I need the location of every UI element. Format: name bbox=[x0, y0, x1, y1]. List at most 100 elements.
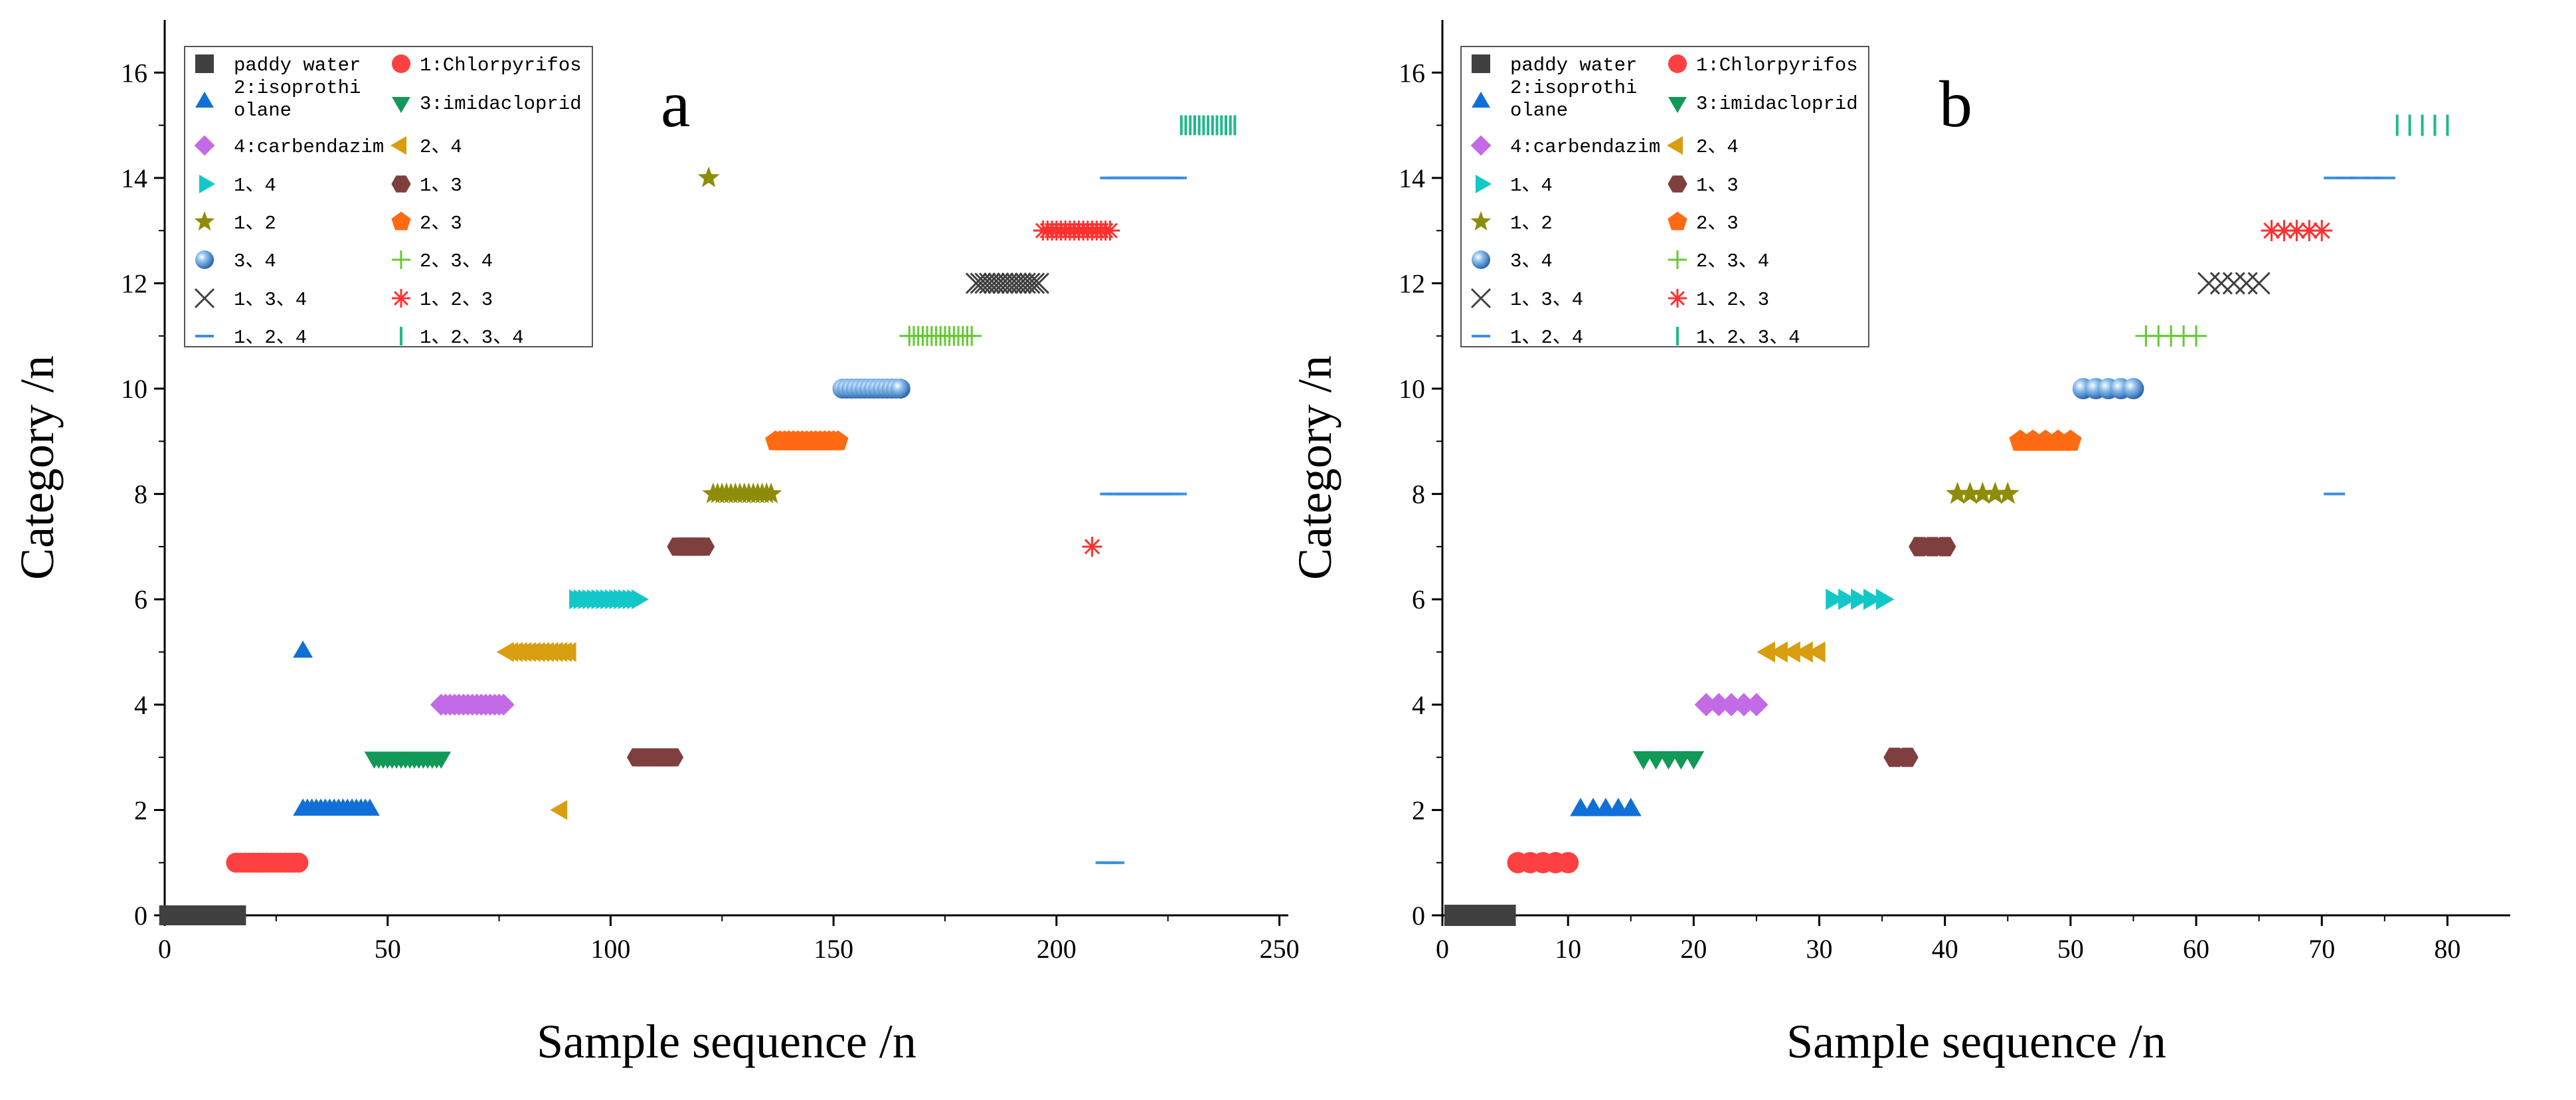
y-tick-label: 2 bbox=[1412, 795, 1425, 825]
x-tick-label: 150 bbox=[814, 934, 853, 964]
y-tick-label: 10 bbox=[121, 374, 147, 404]
legend-marker bbox=[390, 136, 407, 155]
x-axis-title: Sample sequence /n bbox=[537, 1015, 916, 1068]
legend-entry-paddy: paddy water bbox=[1472, 54, 1637, 76]
series-paddy-y0 bbox=[1444, 905, 1516, 926]
series-c123-y7 bbox=[1082, 536, 1102, 557]
data-point bbox=[1807, 641, 1826, 663]
x-tick-label: 40 bbox=[1932, 934, 1958, 964]
legend-marker bbox=[1668, 175, 1687, 193]
legend-label: 1、2 bbox=[1510, 213, 1553, 234]
data-point bbox=[1719, 693, 1743, 717]
data-point bbox=[1100, 221, 1120, 241]
legend-entry-c4: 4:carbendazim bbox=[1470, 135, 1660, 158]
series-c13-y7 bbox=[667, 537, 715, 556]
y-tick-label: 12 bbox=[121, 268, 147, 298]
data-point bbox=[1933, 537, 1956, 557]
y-tick-label: 14 bbox=[1399, 163, 1425, 193]
data-point bbox=[492, 693, 515, 716]
data-point bbox=[1019, 272, 1041, 294]
y-tick-label: 16 bbox=[121, 58, 147, 88]
legend-label: 1、3、4 bbox=[1510, 289, 1583, 311]
legend-label: 1、2、4 bbox=[234, 327, 307, 349]
legend-marker bbox=[1470, 288, 1492, 309]
legend-marker bbox=[194, 211, 215, 231]
series-c34-y10 bbox=[2072, 378, 2144, 400]
legend-entry-c34: 3、4 bbox=[195, 250, 276, 272]
y-tick-label: 0 bbox=[1412, 901, 1425, 931]
data-point bbox=[2247, 272, 2271, 295]
legend-entry-c123: 1、2、3 bbox=[392, 289, 493, 311]
data-point bbox=[2186, 325, 2207, 347]
data-point bbox=[1707, 693, 1731, 717]
series-c4-y4 bbox=[1694, 693, 1768, 717]
legend-label: 3、4 bbox=[234, 250, 276, 272]
x-tick-label: 0 bbox=[158, 934, 171, 964]
series-c1-y1 bbox=[226, 852, 309, 873]
x-axis-title: Sample sequence /n bbox=[1786, 1015, 2166, 1068]
data-point bbox=[1732, 693, 1756, 717]
series-c123-y13 bbox=[2261, 220, 2333, 242]
panel-letter: b bbox=[1939, 67, 1972, 141]
data-point bbox=[890, 379, 910, 399]
legend-label: 1:Chlorpyrifos bbox=[1696, 54, 1858, 76]
legend-entry-c1234: 1、2、3、4 bbox=[1676, 327, 1800, 349]
series-c1-y1 bbox=[1507, 852, 1579, 873]
data-point bbox=[1851, 589, 1869, 610]
legend-marker bbox=[1472, 250, 1490, 269]
panel-letter: a bbox=[661, 67, 690, 141]
series-c2-y2 bbox=[293, 798, 380, 816]
legend-label: 2:isoprothi bbox=[234, 77, 361, 99]
data-point bbox=[1782, 641, 1800, 663]
y-tick-label: 16 bbox=[1399, 58, 1425, 88]
data-point bbox=[2235, 272, 2258, 295]
legend-marker bbox=[1472, 91, 1490, 108]
legend-entry-c34: 3、4 bbox=[1472, 250, 1553, 272]
data-point bbox=[558, 642, 576, 662]
data-point bbox=[1557, 852, 1579, 873]
series-c12-y8 bbox=[1946, 482, 2019, 504]
data-point bbox=[293, 640, 313, 658]
data-point bbox=[2122, 378, 2144, 400]
data-point bbox=[2311, 220, 2333, 242]
data-point bbox=[1794, 641, 1813, 663]
legend-entry-c23: 2、3 bbox=[391, 211, 462, 234]
legend-entry-paddy: paddy water bbox=[195, 54, 361, 76]
legend-entry-c12: 1、2 bbox=[1470, 211, 1553, 234]
legend-entry-c3: 3:imidacloprid bbox=[1668, 93, 1858, 115]
data-point bbox=[697, 166, 720, 187]
series-c2-y2 bbox=[1570, 798, 1642, 816]
y-tick-label: 12 bbox=[1399, 268, 1425, 298]
legend-marker bbox=[195, 54, 214, 73]
legend-label: 1、2 bbox=[234, 213, 276, 234]
legend-label: 1:Chlorpyrifos bbox=[420, 54, 582, 76]
legend-label: 1、4 bbox=[1510, 175, 1553, 197]
legend-box bbox=[1460, 46, 1869, 347]
x-tick-label: 20 bbox=[1680, 934, 1707, 964]
data-point bbox=[827, 430, 849, 450]
data-point bbox=[1769, 641, 1788, 663]
series-c13-y3 bbox=[626, 748, 684, 767]
x-tick-label: 0 bbox=[1436, 934, 1449, 964]
legend-label: 1、2、3 bbox=[420, 289, 493, 311]
chart-panel-b: 0 10 20 30 40 50 60 70 80 0 2 4 6 8 10 12 14 16 Sample seq… bbox=[1288, 20, 2510, 1068]
series-c12-y8 bbox=[702, 482, 782, 504]
legend-marker bbox=[392, 250, 410, 269]
data-point bbox=[1745, 693, 1768, 717]
x-tick-label: 200 bbox=[1037, 934, 1076, 964]
legend-marker bbox=[391, 175, 411, 193]
data-point bbox=[2286, 220, 2308, 242]
data-point bbox=[431, 751, 452, 769]
series-c24-y2 bbox=[550, 800, 568, 820]
y-tick-label: 14 bbox=[121, 163, 147, 193]
data-point bbox=[1996, 482, 2019, 504]
series-c234-y11 bbox=[899, 325, 982, 346]
data-point bbox=[1023, 272, 1045, 294]
legend-label: 2、3 bbox=[1696, 213, 1739, 234]
y-tick-label: 2 bbox=[134, 795, 147, 825]
legend-marker bbox=[195, 91, 214, 108]
legend-label: 2、4 bbox=[420, 136, 462, 158]
series-c123-y13 bbox=[1033, 221, 1120, 241]
data-point bbox=[1683, 751, 1705, 770]
